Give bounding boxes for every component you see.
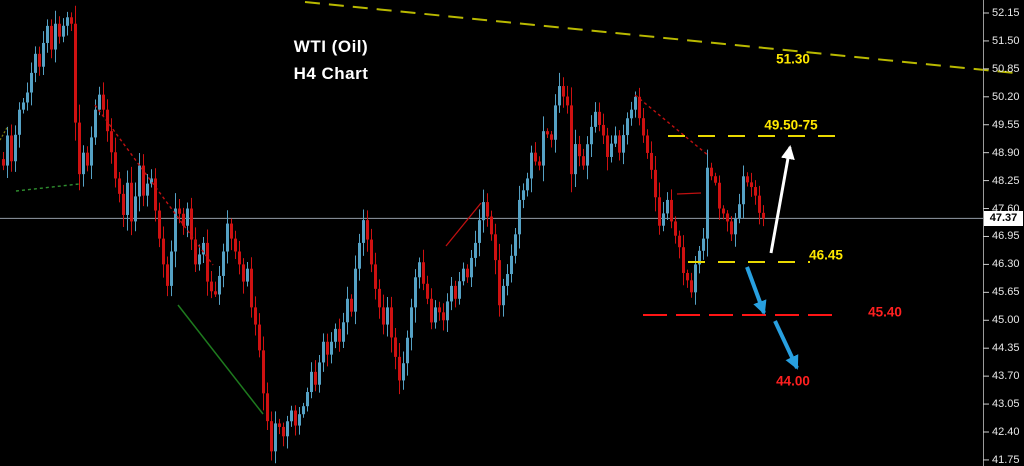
target-level-label-4540[interactable]: 45.40 bbox=[868, 304, 902, 320]
current-price-box: 47.37 bbox=[984, 210, 1023, 226]
trendline-label-5130[interactable]: 51.30 bbox=[776, 51, 810, 67]
chart-title: WTI (Oil) H4 Chart bbox=[294, 33, 369, 87]
resistance-zone-label[interactable]: 49.50-75 bbox=[764, 117, 818, 133]
chart-title-line2: H4 Chart bbox=[293, 64, 369, 83]
target-level-label-4400[interactable]: 44.00 bbox=[776, 373, 810, 389]
support-level-label-4645[interactable]: 46.45 bbox=[809, 247, 843, 263]
chart-title-line1: WTI (Oil) bbox=[293, 37, 369, 56]
